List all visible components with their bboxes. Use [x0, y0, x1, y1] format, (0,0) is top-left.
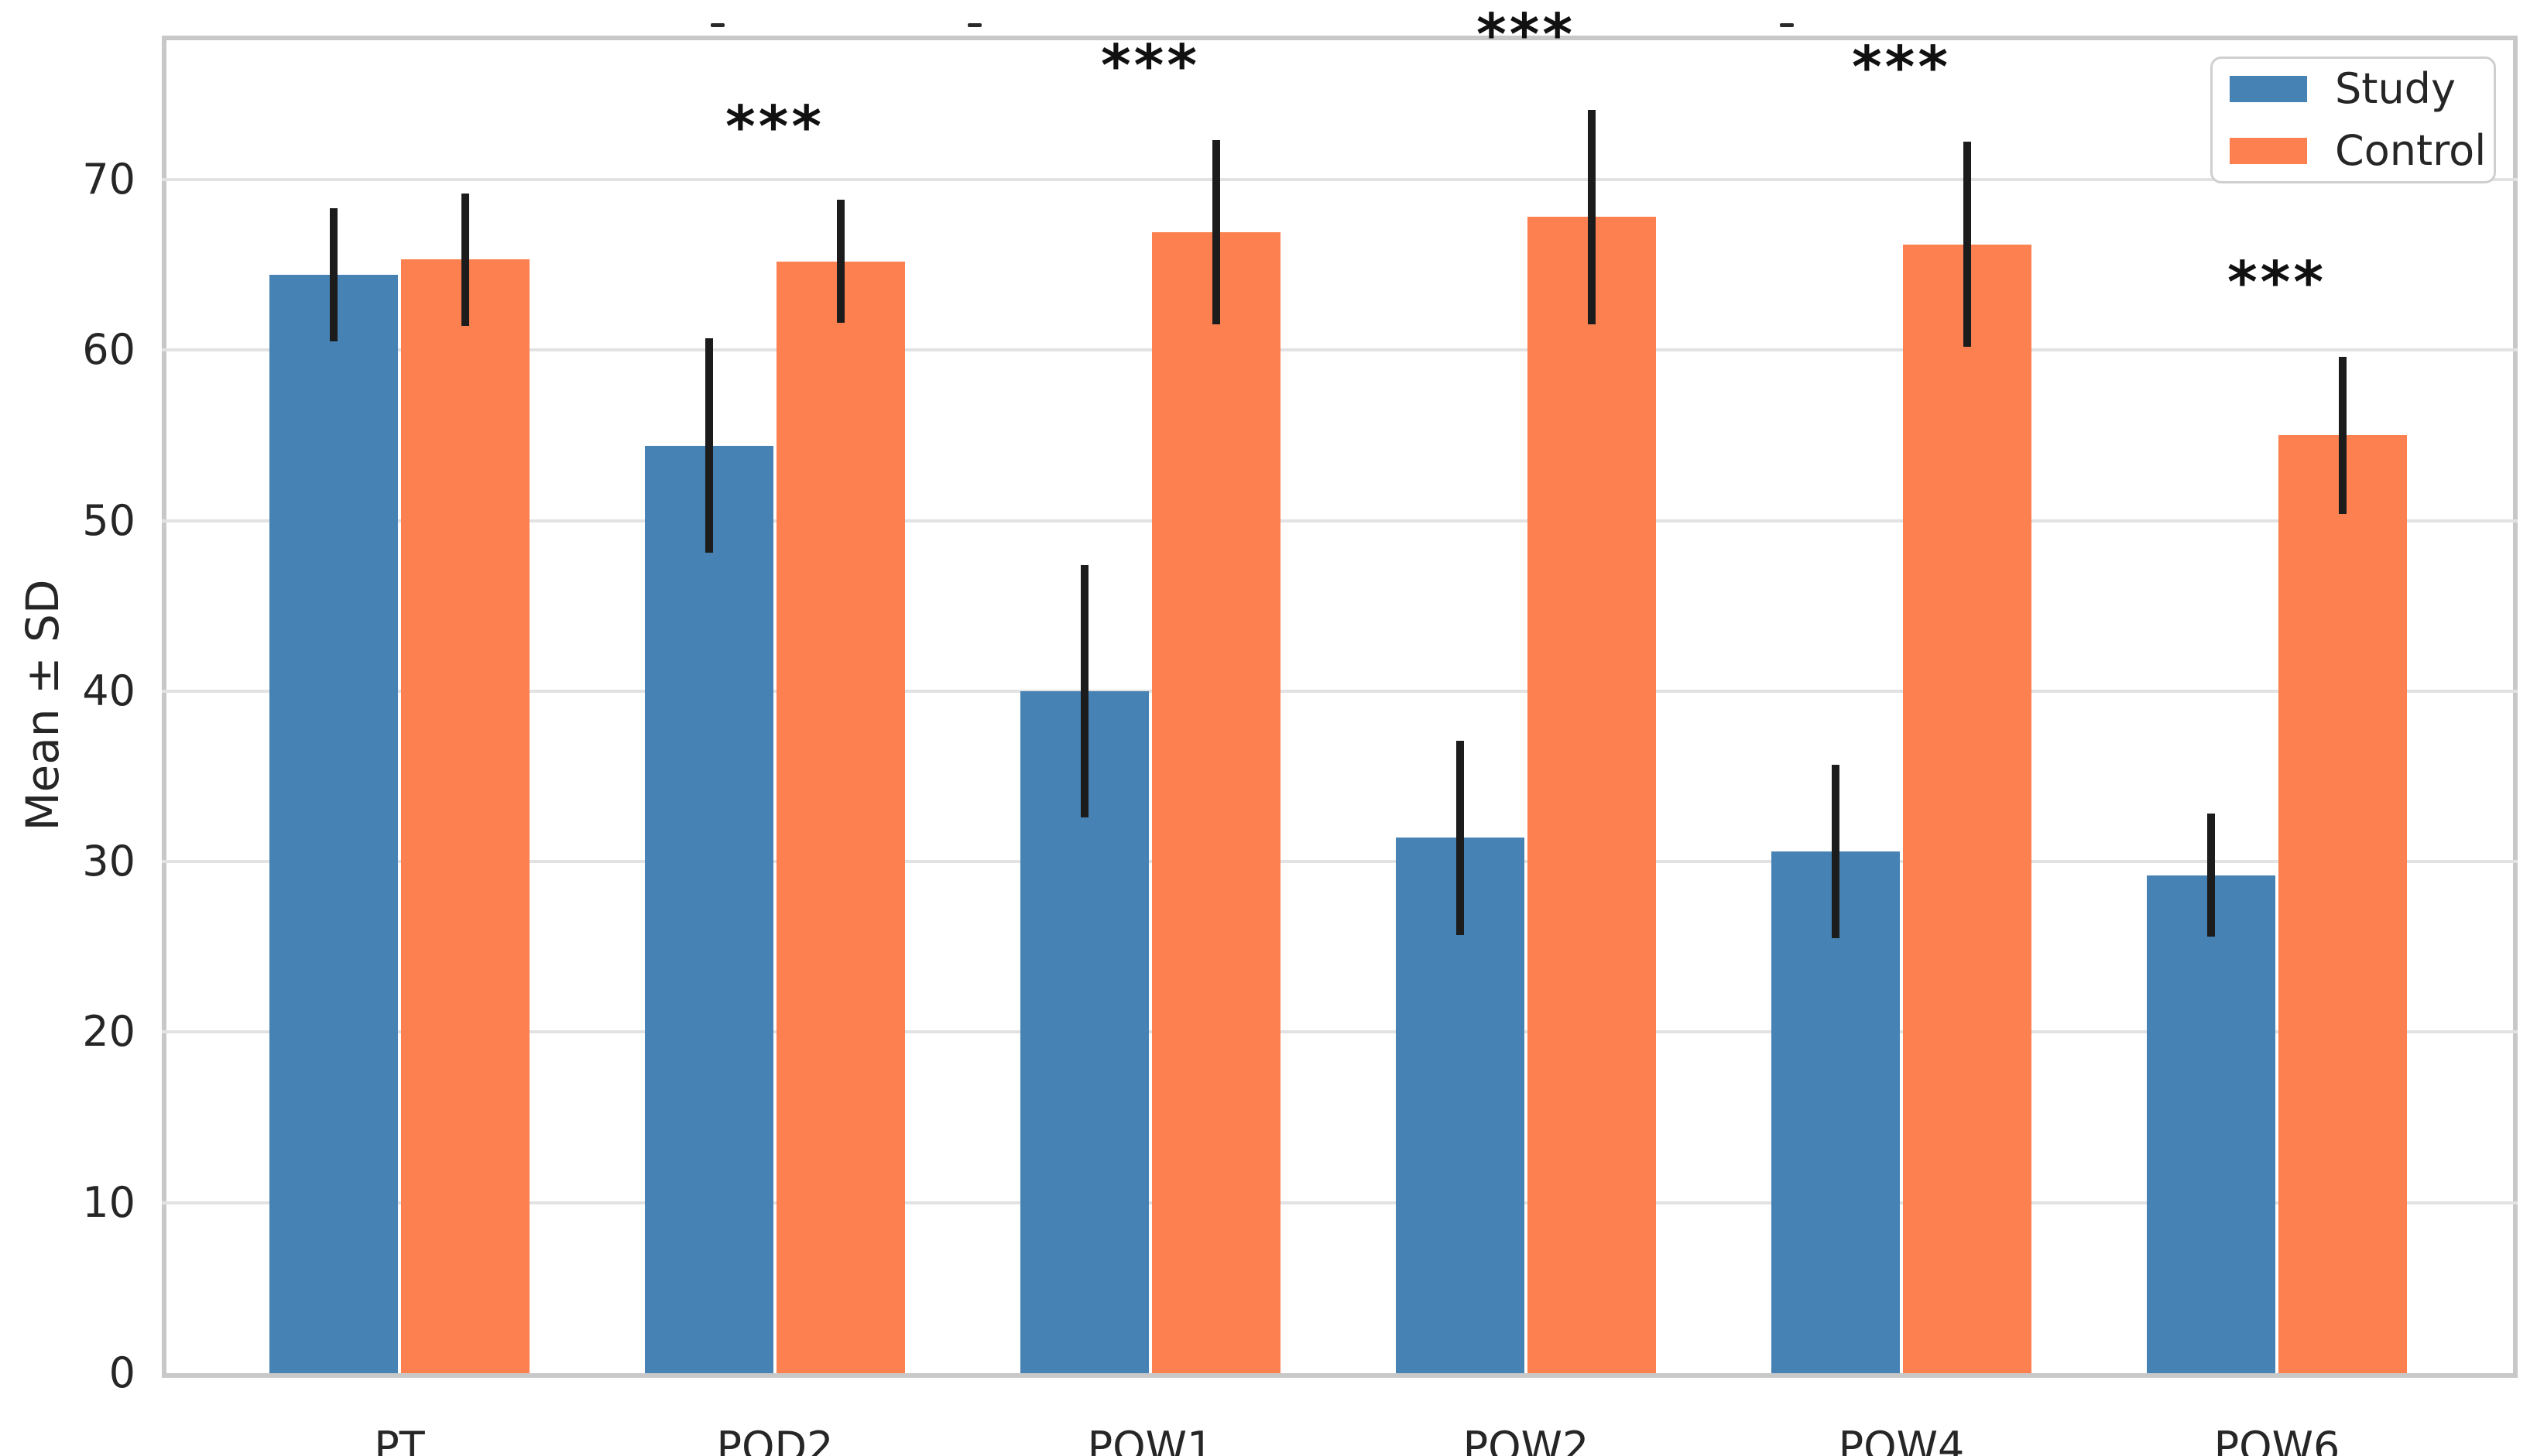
x-tick-label-pow6: POW6: [2213, 1423, 2340, 1456]
cropped-text-dash-2: [968, 23, 982, 27]
y-axis-label: Mean ± SD: [16, 579, 69, 831]
y-tick-label-60: 60: [82, 325, 135, 375]
errorbar-control-pod2: [837, 200, 845, 323]
significance-marker-pow4: ***: [1851, 34, 1952, 101]
legend-swatch-control: [2230, 138, 2307, 164]
legend-item-control: Control: [2230, 128, 2494, 173]
errorbar-study-pod2: [705, 337, 713, 553]
significance-marker-pow1: ***: [1100, 32, 1201, 99]
bar-control-pod2: [777, 261, 905, 1373]
legend-label-control: Control: [2335, 126, 2487, 175]
errorbar-study-pow2: [1456, 740, 1464, 935]
legend-box: Study Control: [2210, 57, 2496, 183]
x-tick-label-pod2: POD2: [716, 1423, 834, 1456]
cropped-text-dash-3: [1780, 23, 1794, 27]
y-tick-label-40: 40: [82, 666, 135, 715]
gridline-y-10: [162, 1201, 2518, 1204]
y-tick-label-30: 30: [82, 837, 135, 886]
bar-study-pt: [269, 275, 398, 1373]
bar-control-pt: [401, 259, 530, 1373]
y-tick-label-70: 70: [82, 154, 135, 204]
errorbar-control-pow4: [1963, 142, 1971, 347]
plot-border: [162, 36, 2518, 1378]
y-tick-label-0: 0: [108, 1348, 135, 1397]
y-tick-label-20: 20: [82, 1007, 135, 1057]
y-tick-label-50: 50: [82, 495, 135, 545]
gridline-y-40: [162, 689, 2518, 693]
bar-study-pod2: [645, 445, 773, 1373]
legend-item-study: Study: [2230, 67, 2494, 111]
errorbar-control-pow2: [1588, 109, 1596, 325]
errorbar-study-pow1: [1081, 564, 1089, 817]
errorbar-control-pow6: [2339, 357, 2347, 514]
bar-control-pow2: [1527, 217, 1656, 1373]
legend-swatch-study: [2230, 76, 2307, 102]
errorbar-study-pow4: [1832, 764, 1839, 939]
x-tick-label-pt: PT: [374, 1423, 425, 1456]
significance-marker-pow6: ***: [2227, 248, 2327, 316]
bar-control-pow6: [2278, 435, 2407, 1373]
errorbar-control-pow1: [1212, 140, 1220, 325]
gridline-y-60: [162, 348, 2518, 352]
x-tick-label-pow4: POW4: [1838, 1423, 1965, 1456]
bar-control-pow4: [1903, 244, 2031, 1373]
errorbar-control-pt: [461, 193, 469, 327]
errorbar-study-pow6: [2207, 814, 2215, 937]
x-tick-label-pow1: POW1: [1087, 1423, 1214, 1456]
significance-marker-pow2: ***: [1476, 2, 1576, 69]
bar-control-pow1: [1152, 232, 1280, 1373]
y-tick-label-10: 10: [82, 1177, 135, 1227]
cropped-text-dash-1: [711, 23, 725, 27]
gridline-y-50: [162, 519, 2518, 522]
gridline-y-70: [162, 177, 2518, 181]
x-tick-label-pow2: POW2: [1462, 1423, 1589, 1456]
gridline-y-20: [162, 1030, 2518, 1034]
legend-label-study: Study: [2335, 64, 2456, 113]
significance-marker-pod2: ***: [725, 94, 825, 161]
bar-study-pow4: [1771, 851, 1900, 1373]
bar-study-pow6: [2147, 875, 2275, 1373]
gridline-y-30: [162, 860, 2518, 864]
errorbar-study-pt: [330, 208, 338, 342]
